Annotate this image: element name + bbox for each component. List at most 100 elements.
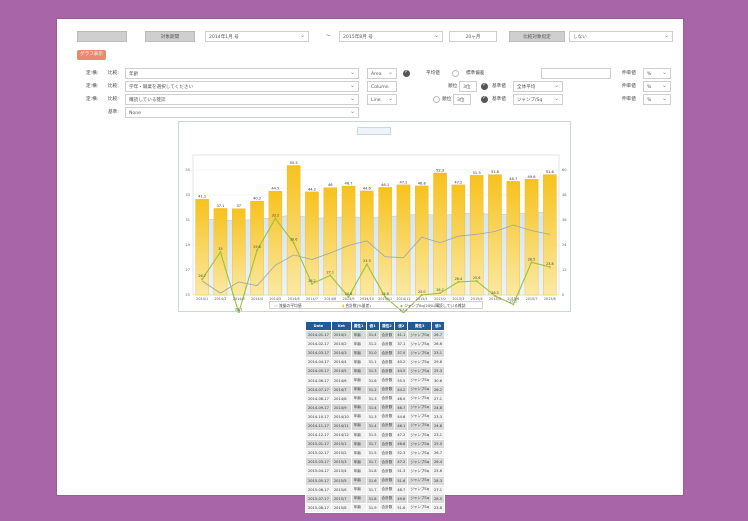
table-cell: 2015-05-17 (305, 475, 332, 486)
table-cell: ジャンプSq (407, 448, 432, 459)
line-label: 23.1 (235, 308, 243, 312)
right-tick-label: 24 (562, 243, 567, 247)
table-cell: 2014/9 (330, 402, 352, 413)
table-row: 2015-01-17 2015/1 年齢 31.7 合計数 46.8 ジャンプSq 25.0 (305, 439, 446, 450)
check-icon[interactable] (481, 95, 488, 103)
line-label: 23.1 (400, 308, 408, 312)
line-label: 25.0 (418, 290, 426, 294)
attr-select[interactable]: 学年・職業を選択してください (125, 81, 359, 92)
radio-icon[interactable] (452, 70, 459, 77)
legend-area: ▭ 流量の平均値 (274, 303, 302, 308)
line-label: 26.7 (198, 274, 206, 278)
attr-select[interactable]: 購読している雑誌 (125, 94, 359, 105)
table-cell: 44.6 (394, 411, 409, 422)
chart-type-select[interactable]: Column (367, 81, 397, 92)
check-icon[interactable] (481, 82, 488, 90)
table-cell: 30.6 (430, 375, 446, 386)
base-attr-select[interactable]: None (125, 107, 359, 118)
bar-label: 46.1 (381, 183, 389, 187)
table-cell: 2015-06-17 (305, 484, 332, 495)
table-cell: ジャンプSq (407, 430, 432, 441)
table-cell: 26.4 (430, 457, 446, 468)
row-label: 比較: (108, 84, 119, 89)
line-point (384, 295, 387, 298)
x-tick-label: 2015/2 (434, 297, 446, 301)
legend-bar: ▮ 合計数(%量差) (342, 303, 371, 308)
radio-icon[interactable] (433, 96, 440, 103)
right-tick-label: 12 (562, 268, 567, 272)
table-row: 2015-08-17 2015/8 年齢 31.9 合計数 51.6 ジャンプSq 23.8 (305, 502, 446, 513)
line-label: 26.7 (436, 288, 444, 292)
value-field[interactable] (541, 68, 611, 79)
line-point (237, 311, 240, 313)
x-tick-label: 2014/12 (396, 297, 410, 301)
base-select[interactable]: 全体平均 (513, 81, 563, 92)
table-cell: 51.6 (394, 475, 409, 486)
table-cell: 年齢 (350, 457, 367, 468)
table-cell: 2014/3 (330, 348, 352, 359)
table-cell: 23.3 (430, 411, 446, 422)
bar (250, 201, 264, 296)
bar-label: 40.2 (253, 197, 261, 201)
compare-select[interactable]: しない (569, 31, 673, 42)
line-point (512, 303, 515, 306)
table-cell: 25.0 (430, 439, 446, 450)
table-cell: 年齢 (350, 384, 367, 395)
table-cell: 年齢 (350, 339, 367, 350)
table-cell: 2015/1 (330, 439, 352, 450)
table-cell: 合計数 (378, 439, 396, 450)
table-cell: 合計数 (378, 430, 396, 441)
table-cell: 23.8 (430, 502, 446, 513)
table-cell: 2015/7 (330, 493, 352, 504)
check-icon[interactable] (403, 69, 410, 77)
chart-type-select[interactable]: Line (367, 94, 397, 105)
table-header: Ket (330, 321, 352, 331)
bar (286, 165, 301, 296)
x-tick-label: 2015/1 (416, 297, 428, 301)
ratio-select[interactable]: % (643, 94, 671, 105)
table-row: 2014-04-17 2014/4 年齢 31.1 合計数 40.2 ジャンプSq 29.8 (305, 357, 446, 368)
table-cell: 31.8 (365, 466, 380, 477)
table-cell: 31.1 (365, 357, 380, 368)
bar (415, 185, 429, 296)
table-cell: ジャンプSq (407, 420, 432, 432)
table-row: 2014-06-17 2014/6 年齢 31.6 合計数 55.5 ジャンプSq 30.6 (305, 375, 446, 386)
bar-label: 37.1 (216, 204, 224, 208)
row-cat: 定:横: (86, 97, 99, 102)
table-cell: 31.3 (365, 411, 380, 422)
rank-field[interactable]: 3位 (453, 94, 471, 105)
table-cell: 2014/4 (330, 357, 352, 368)
chart-type-select[interactable]: Area (367, 68, 397, 79)
rank-field[interactable]: 3位 (459, 81, 477, 92)
line-label: 27.1 (509, 299, 517, 303)
table-cell: 2015-07-17 (305, 493, 332, 504)
start-month-select[interactable]: 2014年1月 号 (205, 31, 309, 42)
base-select[interactable]: ジャンプ/Sq (513, 94, 563, 105)
months-field[interactable]: 20ヶ月 (449, 31, 497, 42)
bar-label: 46 (328, 183, 333, 187)
table-cell: 51.3 (394, 466, 409, 477)
table-cell: 2015/6 (330, 484, 352, 495)
rank-label: 順位 (442, 97, 452, 102)
table-header: 値2 (394, 321, 409, 331)
ratio-select[interactable]: % (643, 81, 671, 92)
attr-select[interactable]: 年齢 (125, 68, 359, 79)
line-point (548, 266, 551, 268)
ratio-select[interactable]: % (643, 68, 671, 79)
table-cell: 26.7 (430, 329, 446, 341)
graph-display-button[interactable]: グラフ表示 (77, 50, 106, 60)
table-row: 2014-10-17 2014/10 年齢 31.3 合計数 44.6 ジャンプSq 23.3 (305, 411, 446, 422)
chart-svg: 25 0 27 12 29 24 31 36 33 48 35 60 41.1 37.1 37 40.2 44.… (185, 154, 567, 313)
table-cell: 31.5 (365, 430, 380, 441)
end-month-select[interactable]: 2015年8月 号 (339, 31, 443, 42)
table-cell: 25.6 (430, 466, 446, 477)
bar (451, 184, 466, 296)
right-tick-label: 48 (562, 193, 567, 197)
table-cell: 2015-02-17 (305, 448, 332, 459)
x-tick-label: 2014/9 (343, 297, 355, 301)
line-point (365, 263, 368, 266)
table-cell: 年齢 (350, 411, 367, 422)
table-cell: 52.3 (394, 448, 409, 459)
table-cell: 合計数 (378, 466, 396, 477)
left-tick-label: 27 (185, 268, 190, 272)
